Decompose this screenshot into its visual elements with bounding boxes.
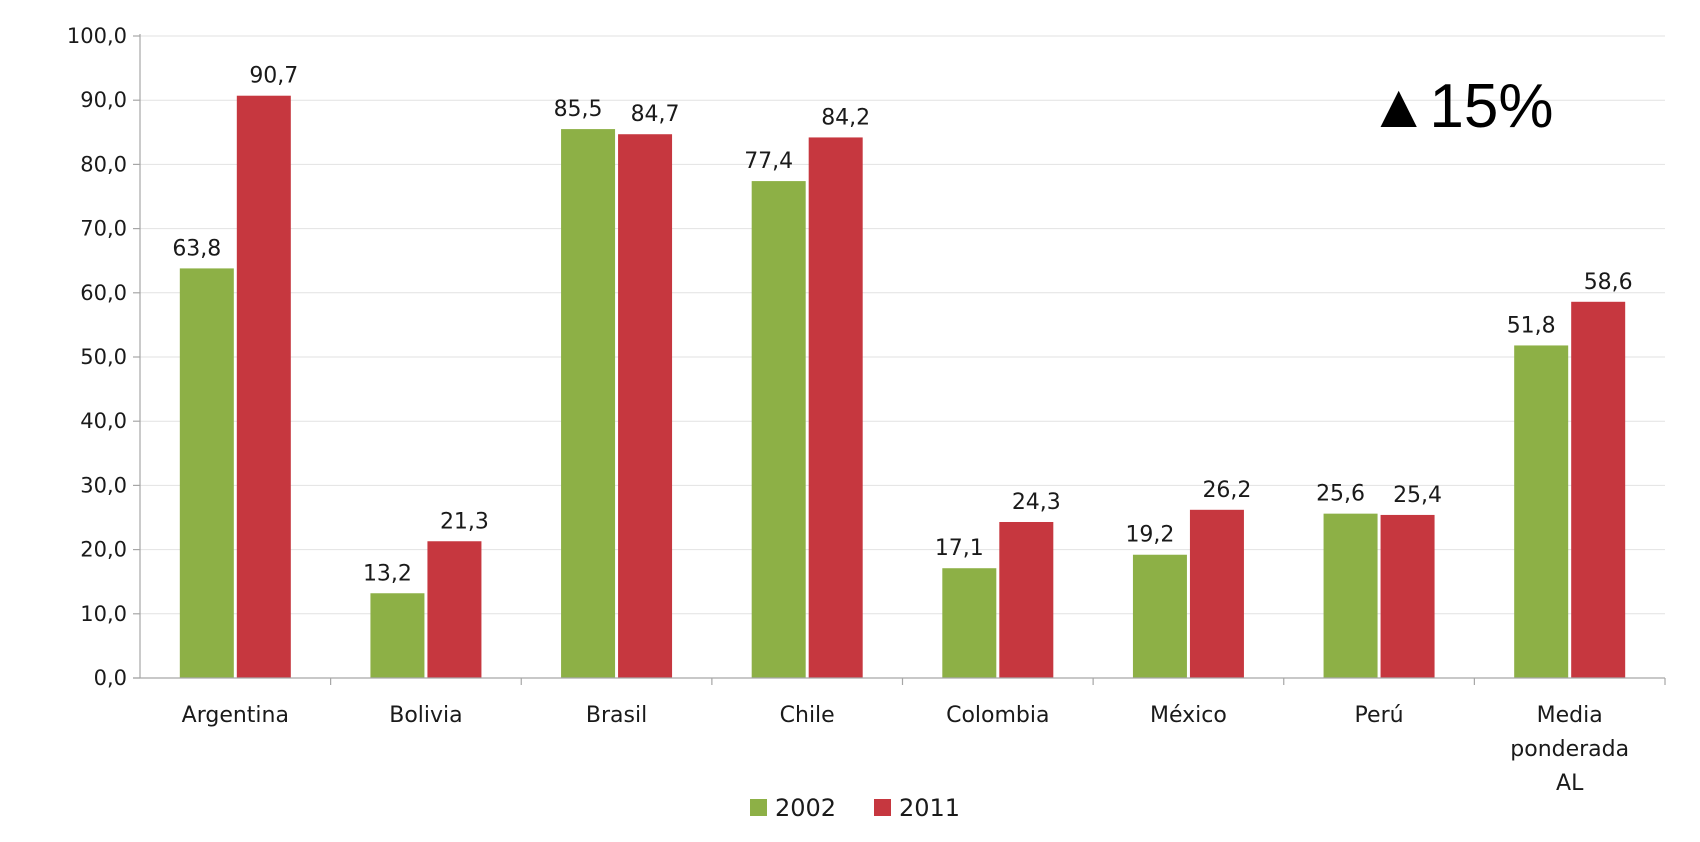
x-category-label: Chile [780, 703, 835, 728]
data-label-2002: 85,5 [554, 97, 603, 122]
legend-label-2011: 2011 [899, 794, 960, 822]
bar-2002 [942, 568, 997, 678]
y-tick-label: 80,0 [80, 152, 127, 176]
data-label-2002: 17,1 [935, 536, 984, 561]
bar-2002 [561, 129, 616, 679]
x-axis: Argentina Bolivia Brasil Chile Colombia Méxic… [133, 677, 1666, 796]
x-category-label: ponderada [1510, 737, 1629, 762]
x-category-label: Brasil [586, 703, 647, 728]
data-label-2002: 25,6 [1316, 482, 1365, 507]
x-category-label: Colombia [946, 703, 1049, 728]
y-tick-label: 10,0 [80, 602, 127, 626]
data-label-2011: 21,3 [440, 509, 489, 534]
bar-2011 [618, 134, 673, 678]
y-tick-label: 0,0 [94, 666, 127, 690]
data-label-2011: 58,6 [1584, 270, 1633, 295]
bar-2011 [1380, 514, 1435, 678]
data-labels: 63,8 90,7 13,2 21,3 85,5 84,7 77,4 84,2 17,1 24,3… [172, 64, 1632, 587]
bar-2011 [236, 95, 291, 679]
x-category-label: Perú [1355, 703, 1404, 728]
data-label-2002: 19,2 [1125, 523, 1174, 548]
data-label-2011: 25,4 [1393, 483, 1442, 508]
x-category-label: Argentina [182, 703, 289, 728]
y-tick-label: 30,0 [80, 473, 127, 497]
data-label-2011: 84,2 [821, 105, 870, 130]
y-axis: 0,0 10,0 20,0 30,0 40,0 50,0 60,0 70,0 80,0 90,0 1… [67, 24, 141, 690]
data-label-2011: 90,7 [249, 64, 298, 89]
x-category-label: México [1150, 703, 1227, 728]
bar-2002 [1514, 345, 1569, 678]
bar-2011 [999, 521, 1054, 678]
data-label-2002: 13,2 [363, 561, 412, 586]
legend-swatch-2002 [750, 799, 767, 816]
bar-2002 [370, 593, 425, 678]
x-category-label: AL [1556, 771, 1584, 796]
data-label-2011: 24,3 [1012, 490, 1061, 515]
legend: 2002 2011 [750, 794, 960, 822]
bar-2011 [808, 137, 863, 678]
x-category-label: Bolivia [389, 703, 462, 728]
y-tick-label: 90,0 [80, 88, 127, 112]
data-label-2011: 26,2 [1202, 478, 1251, 503]
data-label-2002: 77,4 [744, 149, 793, 174]
bar-2002 [179, 268, 234, 678]
y-tick-label: 20,0 [80, 538, 127, 562]
x-category-label: Media [1537, 703, 1603, 728]
data-label-2011: 84,7 [631, 102, 680, 127]
y-tick-label: 60,0 [80, 281, 127, 305]
y-tick-label: 40,0 [80, 409, 127, 433]
grid-lines [140, 35, 1665, 615]
bar-2011 [1571, 301, 1626, 678]
y-tick-label: 100,0 [67, 24, 127, 48]
bar-2011 [1189, 509, 1244, 678]
legend-swatch-2011 [874, 799, 891, 816]
y-tick-label: 70,0 [80, 217, 127, 241]
y-tick-label: 50,0 [80, 345, 127, 369]
data-label-2002: 51,8 [1507, 313, 1556, 338]
bar-2002 [1323, 513, 1378, 678]
legend-label-2002: 2002 [775, 794, 836, 822]
bar-2002 [751, 181, 806, 679]
bars [179, 95, 1626, 679]
bar-2002 [1132, 554, 1187, 678]
data-label-2002: 63,8 [172, 236, 221, 261]
change-annotation: ▲15% [1368, 72, 1553, 141]
bar-2011 [427, 541, 482, 678]
